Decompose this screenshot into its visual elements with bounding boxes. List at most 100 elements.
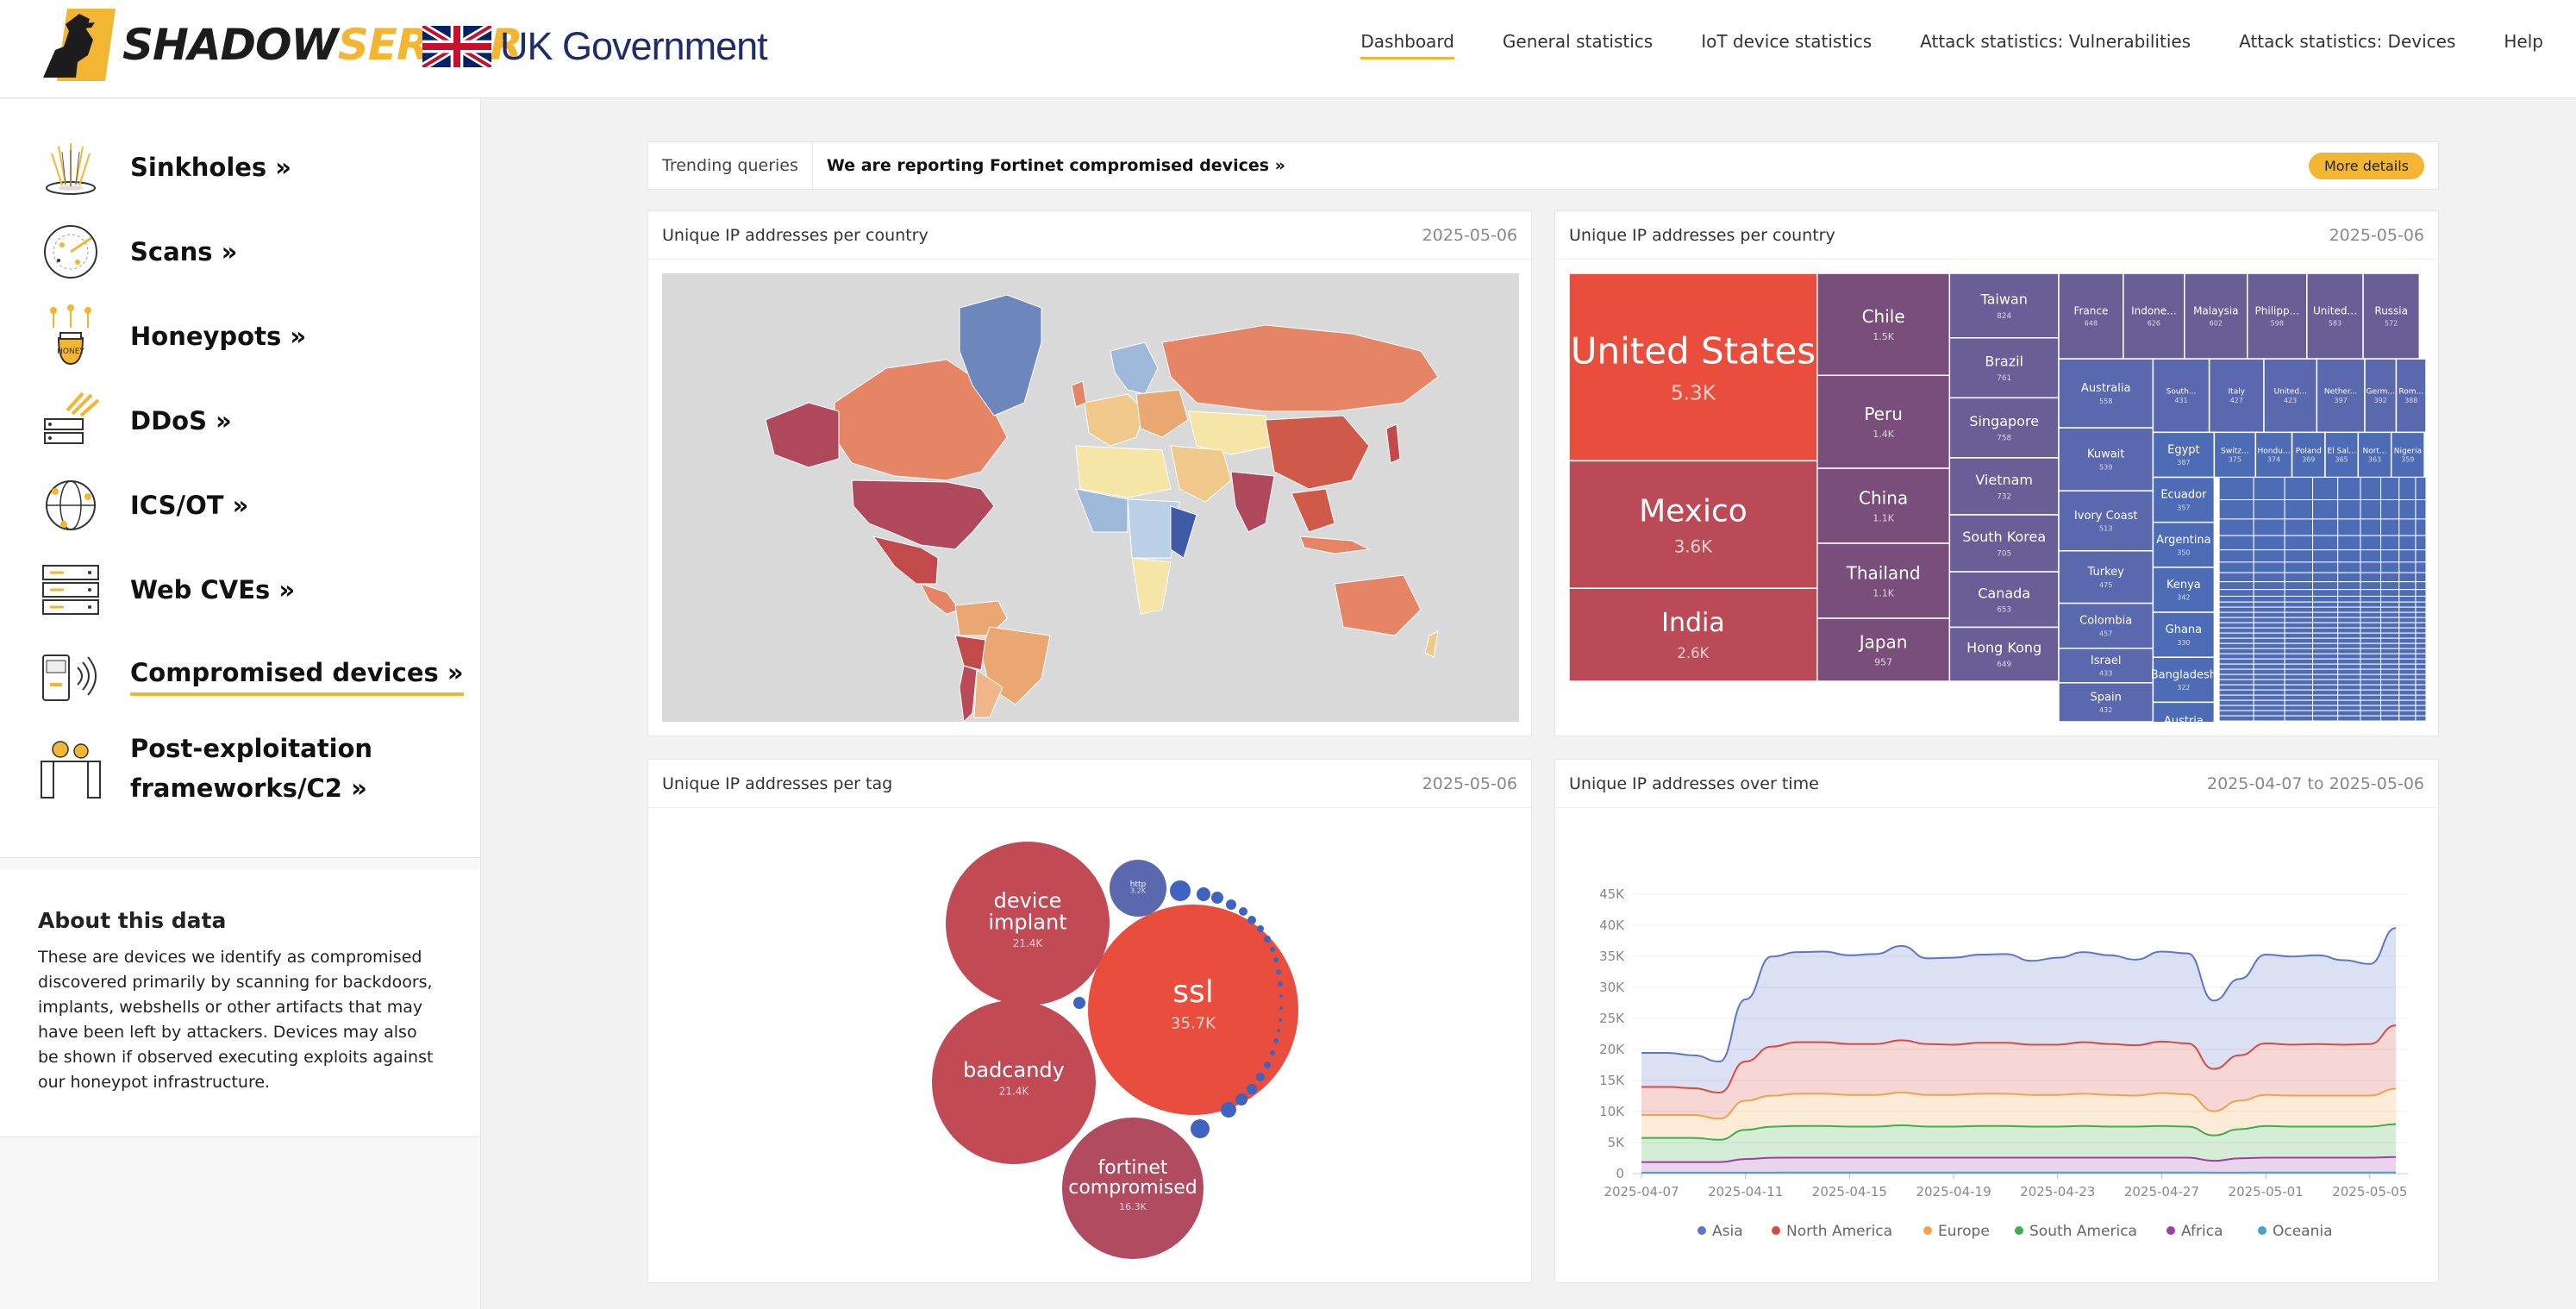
treemap-label: Rom... <box>2398 388 2423 397</box>
treemap-cell-minor <box>2218 658 2254 665</box>
sidebar-item-ddos[interactable]: DDoS » <box>0 379 480 463</box>
treemap-cell-minor <box>2380 710 2400 717</box>
area-asia <box>1641 928 2396 1093</box>
treemap-cell-minor <box>2360 549 2382 563</box>
bubble-minor <box>1247 916 1256 924</box>
nav-general-statistics[interactable]: General statistics <box>1502 31 1654 52</box>
treemap-label: Vietnam <box>1975 472 2033 488</box>
treemap-cell-minor <box>2312 561 2339 573</box>
ip-timeline-chart[interactable]: 0 5K 10K 15K 20K 25K 30K 35K 40K 45K 2025-04-07 202… <box>1555 808 2438 1282</box>
treemap-cell-minor <box>2337 658 2361 665</box>
sidebar-item-scans[interactable]: Scans » <box>0 210 480 294</box>
world-choropleth-map[interactable] <box>662 273 1519 723</box>
treemap-label: Egypt <box>2167 443 2200 456</box>
treemap-cell-minor <box>2398 606 2417 613</box>
about-title: About this data <box>38 908 227 933</box>
bubble-minor <box>1270 947 1275 952</box>
sidebar-item-compromised-devices[interactable]: Compromised devices » <box>0 632 480 717</box>
nav-iot-device-statistics[interactable]: IoT device statistics <box>1701 31 1873 52</box>
treemap-value: 539 <box>2099 463 2112 471</box>
treemap-cell-minor <box>2253 699 2285 706</box>
treemap-cell-minor <box>2415 549 2427 563</box>
trending-label: Trending queries <box>648 142 813 189</box>
bubble <box>946 842 1110 1005</box>
map-region-australia <box>1334 574 1422 636</box>
treemap-cell-minor <box>2415 673 2427 680</box>
treemap-label: Singapore <box>1969 413 2039 429</box>
nav-dashboard[interactable]: Dashboard <box>1360 31 1454 60</box>
treemap-value: 1.1K <box>1873 588 1894 599</box>
treemap-cell-minor <box>2312 658 2339 665</box>
treemap-cell <box>2316 358 2366 434</box>
treemap-cell-minor <box>2360 668 2382 675</box>
treemap-cell-minor <box>2398 710 2417 717</box>
treemap-cell-minor <box>2398 499 2417 520</box>
treemap-cell-minor <box>2312 637 2339 644</box>
treemap-label: United... <box>2274 388 2307 397</box>
treemap-cell-minor <box>2253 710 2285 717</box>
sidebar: Sinkholes » Scans » HONEY Honeypots » <box>0 99 481 1309</box>
nav-attack-vulnerabilities[interactable]: Attack statistics: Vulnerabilities <box>1920 31 2191 52</box>
sidebar-item-ics-ot[interactable]: ICS/OT » <box>0 463 480 548</box>
treemap-cell-minor <box>2360 705 2382 711</box>
treemap-cell-minor <box>2253 673 2285 680</box>
sidebar-item-sinkholes[interactable]: Sinkholes » <box>0 125 480 210</box>
treemap-cell-minor <box>2398 632 2417 639</box>
treemap-label: South Korea <box>1962 529 2046 545</box>
treemap-cell-minor <box>2218 549 2254 563</box>
bubble-minor <box>1264 936 1271 943</box>
treemap-cell-minor <box>2337 622 2361 629</box>
treemap-cell-minor <box>2253 606 2285 613</box>
treemap-label: Australia <box>2081 382 2131 395</box>
legend-marker <box>2166 1226 2175 1235</box>
country-treemap[interactable]: United States 5.3K Mexico 3.6K India 2.6K Chil… <box>1568 272 2427 751</box>
bubble-minor <box>1279 1006 1283 1010</box>
sidebar-item-c2-frameworks[interactable]: Post-exploitation frameworks/C2 » <box>0 717 480 820</box>
treemap-cell-minor <box>2284 694 2314 701</box>
treemap-value: 357 <box>2177 504 2190 511</box>
treemap-value: 558 <box>2099 398 2112 405</box>
treemap-cell-minor <box>2380 663 2400 670</box>
map-region-east-africa <box>1170 505 1197 559</box>
treemap-cell-minor <box>2360 632 2382 639</box>
bubble <box>1088 905 1298 1115</box>
treemap-value: 427 <box>2230 397 2243 404</box>
logo-text-shadow: SHADOW <box>122 20 339 70</box>
treemap-cell-minor <box>2253 622 2285 629</box>
line-europe <box>1641 1087 2397 1120</box>
c2-framework-icon <box>41 741 101 799</box>
treemap-cell-minor <box>2284 617 2314 623</box>
honeypot-icon: HONEY <box>50 304 91 366</box>
tag-bubble-chart[interactable]: ssl 35.7K device implant 21.4K badcandy 21.4K f… <box>648 808 1531 1282</box>
treemap-label: Nigeria <box>2394 447 2422 455</box>
nav-help[interactable]: Help <box>2504 31 2543 52</box>
treemap-cell-minor <box>2253 689 2285 696</box>
treemap-cell-minor <box>2398 658 2417 665</box>
treemap-cell-minor <box>2284 720 2314 723</box>
sidebar-item-honeypots[interactable]: HONEY Honeypots » <box>0 294 480 379</box>
trending-link[interactable]: We are reporting Fortinet compromised de… <box>826 156 1285 175</box>
x-tick-label: 2025-04-27 <box>2124 1184 2199 1199</box>
treemap-label: Nether... <box>2324 388 2358 397</box>
treemap-cell-minor <box>2415 627 2427 634</box>
y-tick-label: 10K <box>1599 1104 1625 1119</box>
bubble-label: fortinet <box>1097 1157 1167 1179</box>
treemap-cell <box>2058 272 2124 360</box>
treemap-cell-minor <box>2284 689 2314 696</box>
treemap-cell-minor <box>2360 581 2382 591</box>
treemap-cell-minor <box>2218 689 2254 696</box>
treemap-cell <box>2058 549 2154 604</box>
treemap-cell-minor <box>2218 518 2254 536</box>
more-details-button[interactable]: More details <box>2308 153 2424 179</box>
treemap-cell-minor <box>2398 653 2417 660</box>
treemap-cell-minor <box>2398 572 2417 583</box>
treemap-cell-minor <box>2284 581 2314 591</box>
sidebar-item-web-cves[interactable]: Web CVEs » <box>0 548 480 632</box>
treemap-cell-minor <box>2284 518 2314 536</box>
treemap-cell-minor <box>2380 705 2400 711</box>
treemap-cell-minor <box>2380 715 2400 722</box>
treemap-cell-minor <box>2337 642 2361 649</box>
nav-attack-devices[interactable]: Attack statistics: Devices <box>2239 31 2456 52</box>
treemap-label: Poland <box>2296 447 2322 455</box>
bubble-label: ssl <box>1172 974 1214 1010</box>
